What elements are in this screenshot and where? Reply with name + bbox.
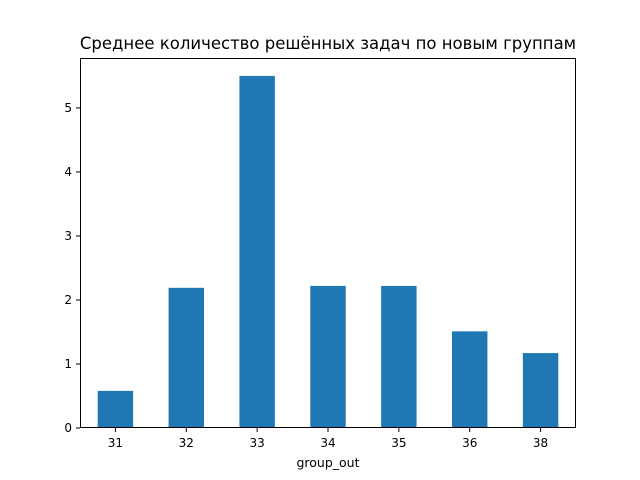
y-tick-label: 2 bbox=[64, 293, 72, 307]
y-tick-label: 5 bbox=[64, 101, 72, 115]
x-axis-label: group_out bbox=[296, 455, 359, 470]
y-tick-label: 1 bbox=[64, 357, 72, 371]
plot-frame bbox=[80, 58, 576, 428]
x-tick-label: 32 bbox=[179, 436, 194, 450]
chart-title: Среднее количество решённых задач по нов… bbox=[80, 34, 576, 53]
y-tick-label: 0 bbox=[64, 421, 72, 435]
bar-36 bbox=[452, 331, 488, 428]
x-tick-label: 33 bbox=[250, 436, 265, 450]
bar-38 bbox=[522, 353, 559, 428]
bar-33 bbox=[239, 75, 275, 429]
bar-32 bbox=[168, 287, 204, 428]
bar-35 bbox=[381, 285, 417, 428]
y-axis: 0 1 2 3 4 5 bbox=[64, 101, 80, 435]
x-tick-label: 38 bbox=[533, 436, 548, 450]
bars-group bbox=[97, 75, 559, 429]
y-tick-label: 4 bbox=[64, 165, 72, 179]
y-tick-label: 3 bbox=[64, 229, 72, 243]
x-axis: 31 32 33 34 35 36 38 bbox=[108, 428, 548, 450]
x-tick-label: 31 bbox=[108, 436, 123, 450]
x-tick-label: 36 bbox=[462, 436, 477, 450]
x-tick-label: 35 bbox=[391, 436, 406, 450]
bar-31 bbox=[97, 390, 134, 428]
bar-34 bbox=[310, 285, 346, 428]
x-tick-label: 34 bbox=[320, 436, 335, 450]
